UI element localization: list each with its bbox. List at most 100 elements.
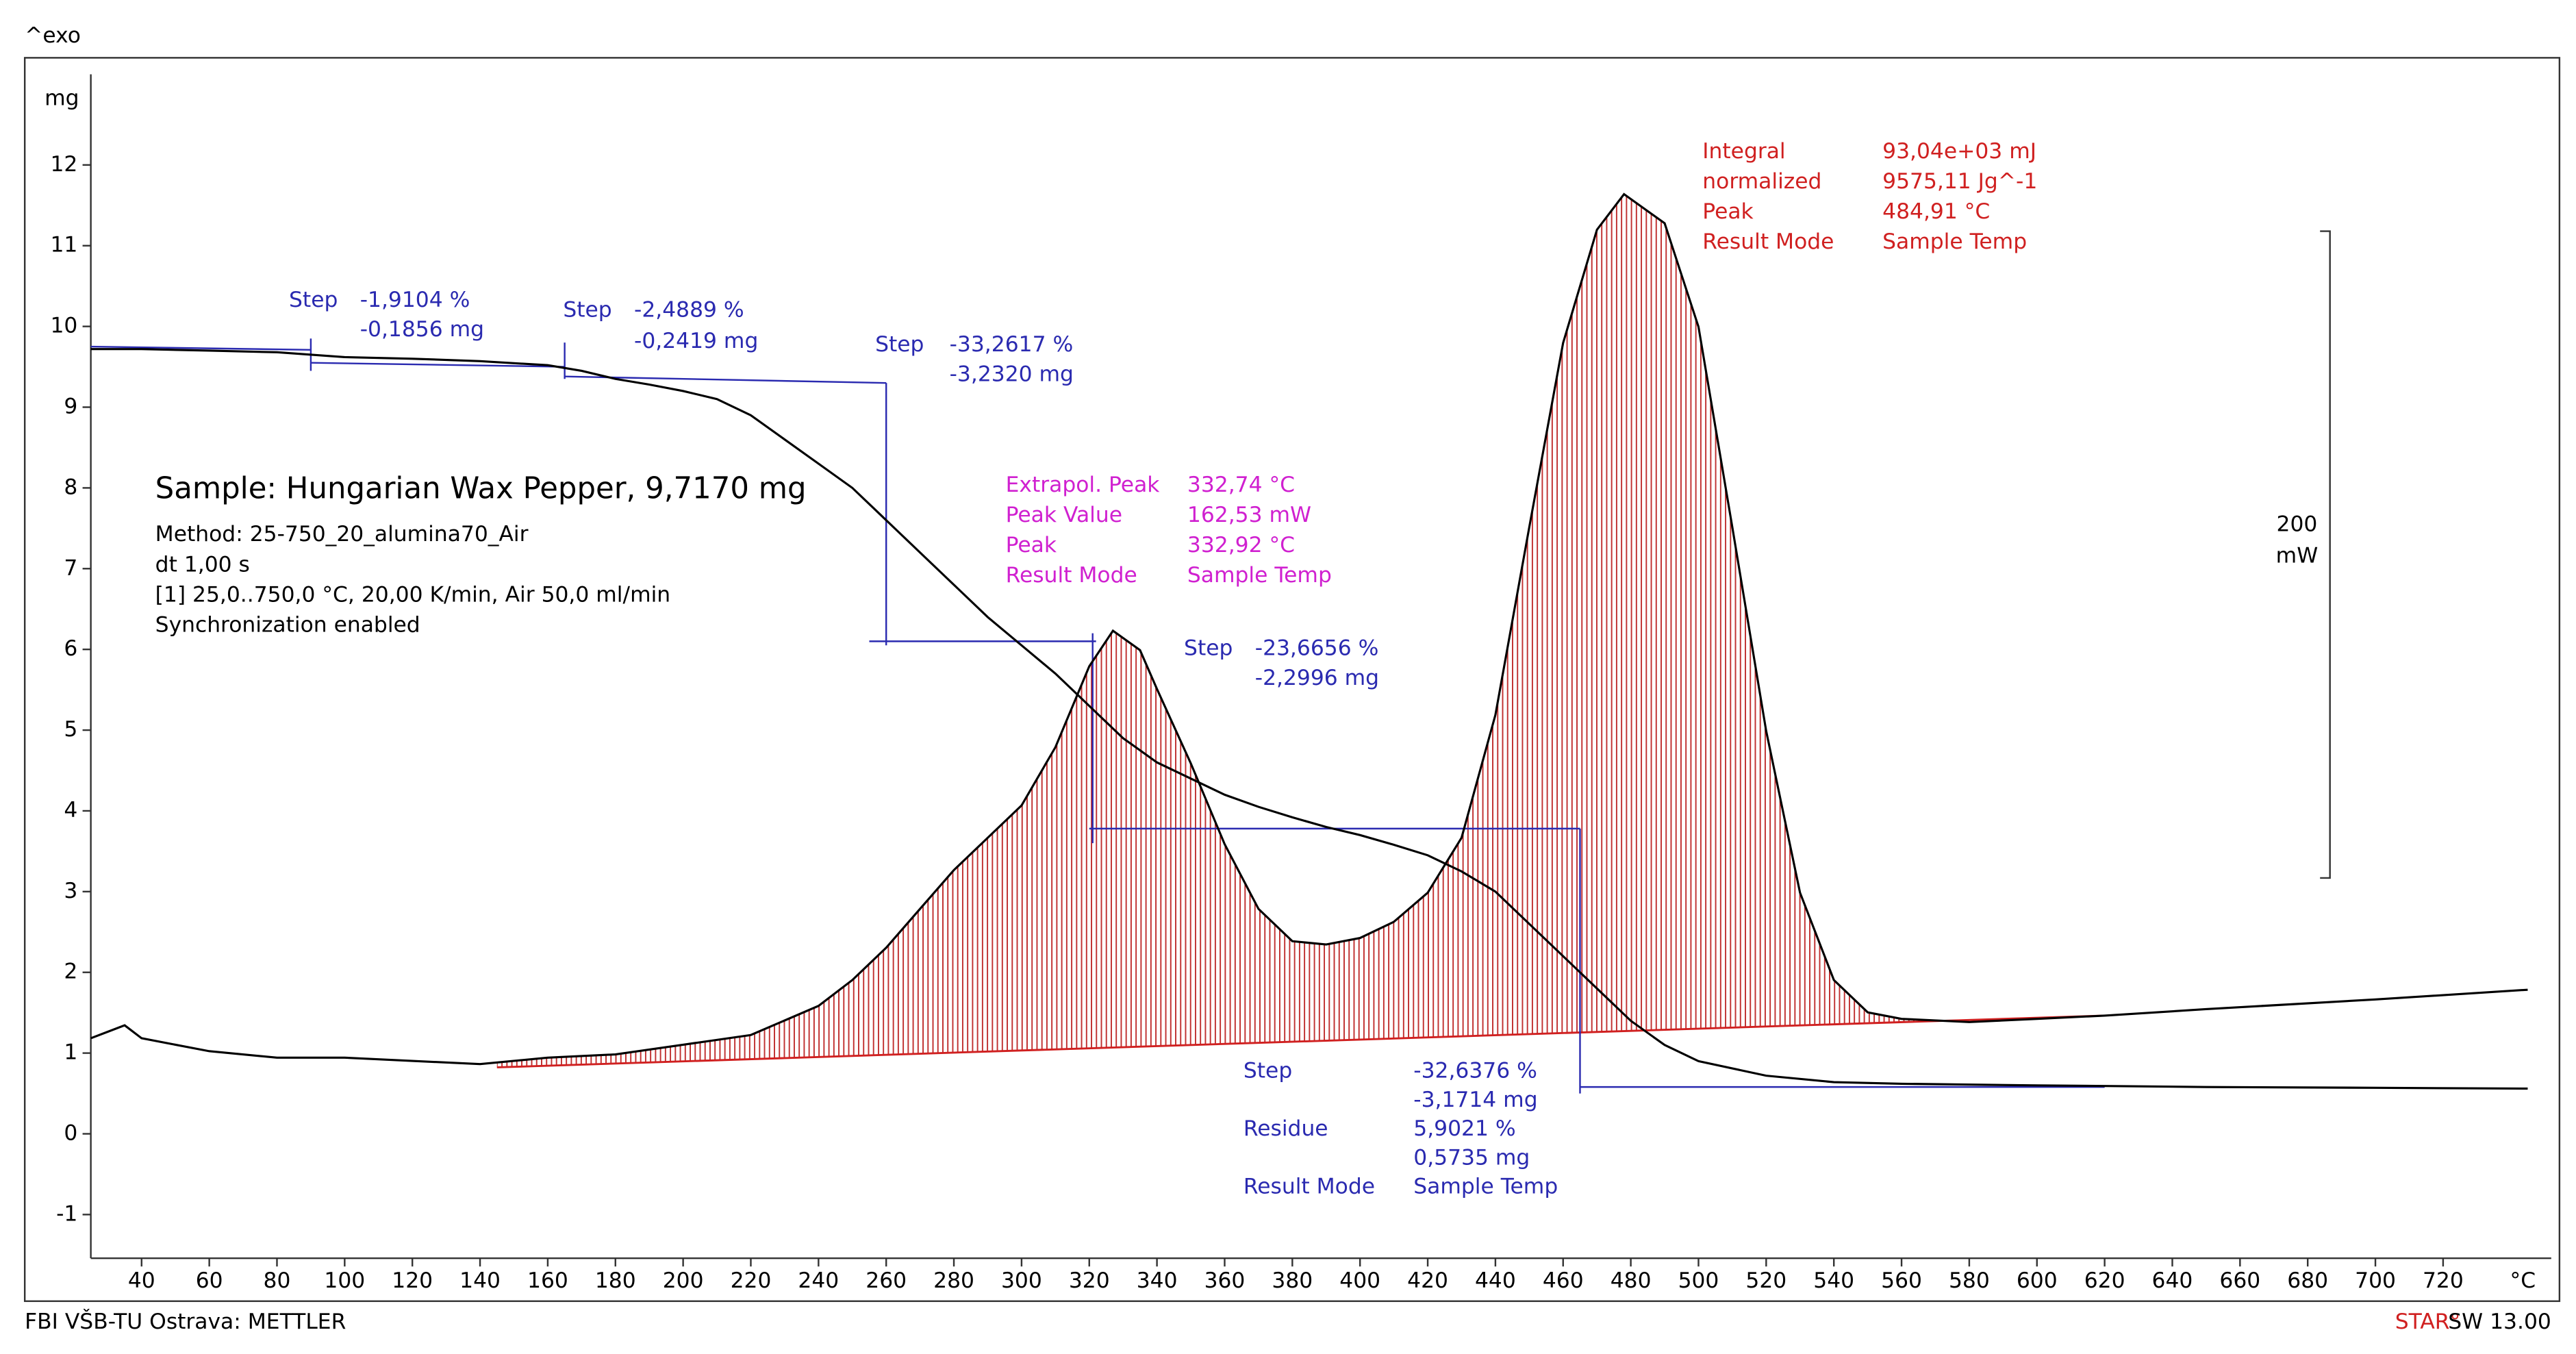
x-tick-label: 140 [459, 1268, 501, 1293]
x-tick-label: 340 [1137, 1268, 1178, 1293]
x-tick-label: 240 [798, 1268, 839, 1293]
x-tick-label: 640 [2152, 1268, 2193, 1293]
y-axis-label: mg [45, 86, 79, 111]
annotation-label: Peak [1006, 533, 1057, 557]
x-tick-label: 360 [1204, 1268, 1246, 1293]
construction-line [90, 345, 311, 351]
annotation-value: 162,53 mW [1187, 503, 1311, 527]
x-tick-label: 480 [1611, 1268, 1652, 1293]
x-tick-label: 620 [2084, 1268, 2125, 1293]
x-tick-label: 520 [1745, 1268, 1786, 1293]
annotation-value: 93,04e+03 mJ [1882, 139, 2036, 164]
annotation-value: -33,2617 % [950, 332, 1074, 357]
scale-bar-value: 200 [2277, 512, 2318, 537]
x-tick-label: 420 [1407, 1268, 1448, 1293]
annotation-label: Result Mode [1006, 563, 1137, 588]
x-tick-label: 700 [2355, 1268, 2396, 1293]
x-tick-label: 300 [1001, 1268, 1042, 1293]
y-tick-label: 10 [50, 314, 77, 338]
annotation-value: -0,2419 mg [634, 329, 758, 353]
sample-title: Sample: Hungarian Wax Pepper, 9,7170 mg [155, 472, 807, 506]
annotation-label: Result Mode [1243, 1174, 1375, 1199]
x-tick-label: 40 [128, 1268, 155, 1293]
integration-baseline [496, 1014, 2105, 1068]
curve [90, 348, 2528, 1090]
annotation-label: Step [875, 332, 924, 357]
annotation-value: 332,92 °C [1187, 533, 1295, 557]
curve [90, 192, 2528, 1066]
annotation-label: Peak [1702, 199, 1754, 224]
annotation-value: Sample Temp [1413, 1174, 1558, 1199]
sample-line: Method: 25-750_20_alumina70_Air [155, 522, 529, 547]
annotation-label: Step [289, 288, 338, 312]
footer-left: FBI VŠB-TU Ostrava: METTLER [25, 1307, 346, 1334]
y-tick-label: 9 [64, 394, 77, 419]
annotation-label: Extrapol. Peak [1006, 473, 1161, 497]
sample-line: [1] 25,0..750,0 °C, 20,00 K/min, Air 50,… [155, 582, 670, 607]
y-tick-label: -1 [56, 1201, 77, 1226]
x-tick-label: 260 [866, 1268, 907, 1293]
x-tick-label: 60 [196, 1268, 223, 1293]
annotation-value: -23,6656 % [1255, 636, 1379, 661]
exo-label: ^exo [25, 23, 81, 48]
x-tick-label: 460 [1543, 1268, 1584, 1293]
sample-line: dt 1,00 s [155, 552, 250, 577]
annotation-value: 9575,11 Jg^-1 [1882, 169, 2037, 194]
x-tick-label: 80 [264, 1268, 291, 1293]
y-tick-label: 12 [50, 152, 77, 177]
scale-bar [2320, 230, 2331, 879]
x-tick-label: 720 [2423, 1268, 2464, 1293]
x-axis-unit: °C [2510, 1268, 2536, 1293]
annotation-value: -32,6376 % [1413, 1059, 1537, 1083]
x-tick-label: 560 [1881, 1268, 1922, 1293]
annotation-label: normalized [1702, 169, 1821, 194]
y-tick-label: 3 [64, 879, 77, 903]
construction-line [310, 362, 565, 368]
annotation-value: -0,1856 mg [360, 317, 484, 342]
annotation-value: -3,1714 mg [1413, 1088, 1537, 1112]
annotation-label: Residue [1243, 1116, 1328, 1141]
y-tick-label: 0 [64, 1121, 77, 1146]
annotation-label: Step [1184, 636, 1233, 661]
y-tick-label: 1 [64, 1040, 77, 1065]
x-tick-label: 580 [1949, 1268, 1990, 1293]
x-tick-label: 440 [1475, 1268, 1516, 1293]
x-tick-label: 540 [1813, 1268, 1854, 1293]
x-tick-label: 400 [1339, 1268, 1380, 1293]
annotation-label: Peak Value [1006, 503, 1122, 527]
integration-area [496, 194, 2105, 1068]
x-tick-label: 680 [2287, 1268, 2328, 1293]
footer-brand: STAR° [2395, 1309, 2460, 1334]
scale-bar-unit: mW [2276, 544, 2319, 568]
annotation-label: Step [1243, 1059, 1292, 1083]
y-tick-label: 8 [64, 475, 77, 499]
x-tick-label: 100 [324, 1268, 365, 1293]
annotation-value: Sample Temp [1187, 563, 1332, 588]
x-tick-label: 120 [392, 1268, 433, 1293]
annotation-label: Integral [1702, 139, 1785, 164]
annotation-label: Result Mode [1702, 229, 1834, 254]
y-tick-label: 7 [64, 555, 77, 580]
annotation-label: Step [563, 297, 611, 322]
y-tick-label: 4 [64, 798, 77, 823]
frame [23, 57, 2561, 1303]
y-tick-label: 6 [64, 636, 77, 661]
sample-line: Synchronization enabled [155, 613, 420, 638]
annotation-value: 484,91 °C [1882, 199, 1990, 224]
x-tick-label: 660 [2219, 1268, 2260, 1293]
annotation-value: -2,4889 % [634, 297, 744, 322]
x-tick-label: 280 [933, 1268, 974, 1293]
construction-line [564, 375, 887, 384]
annotation-value: -1,9104 % [360, 288, 470, 312]
x-tick-label: 220 [731, 1268, 772, 1293]
annotation-value: 5,9021 % [1413, 1116, 1515, 1141]
y-tick-label: 5 [64, 717, 77, 742]
x-tick-label: 160 [527, 1268, 568, 1293]
y-tick-label: 11 [50, 233, 77, 258]
y-tick-label: 2 [64, 960, 77, 984]
x-tick-label: 500 [1678, 1268, 1719, 1293]
annotation-value: -2,2996 mg [1255, 666, 1379, 690]
annotation-value: 332,74 °C [1187, 473, 1295, 497]
